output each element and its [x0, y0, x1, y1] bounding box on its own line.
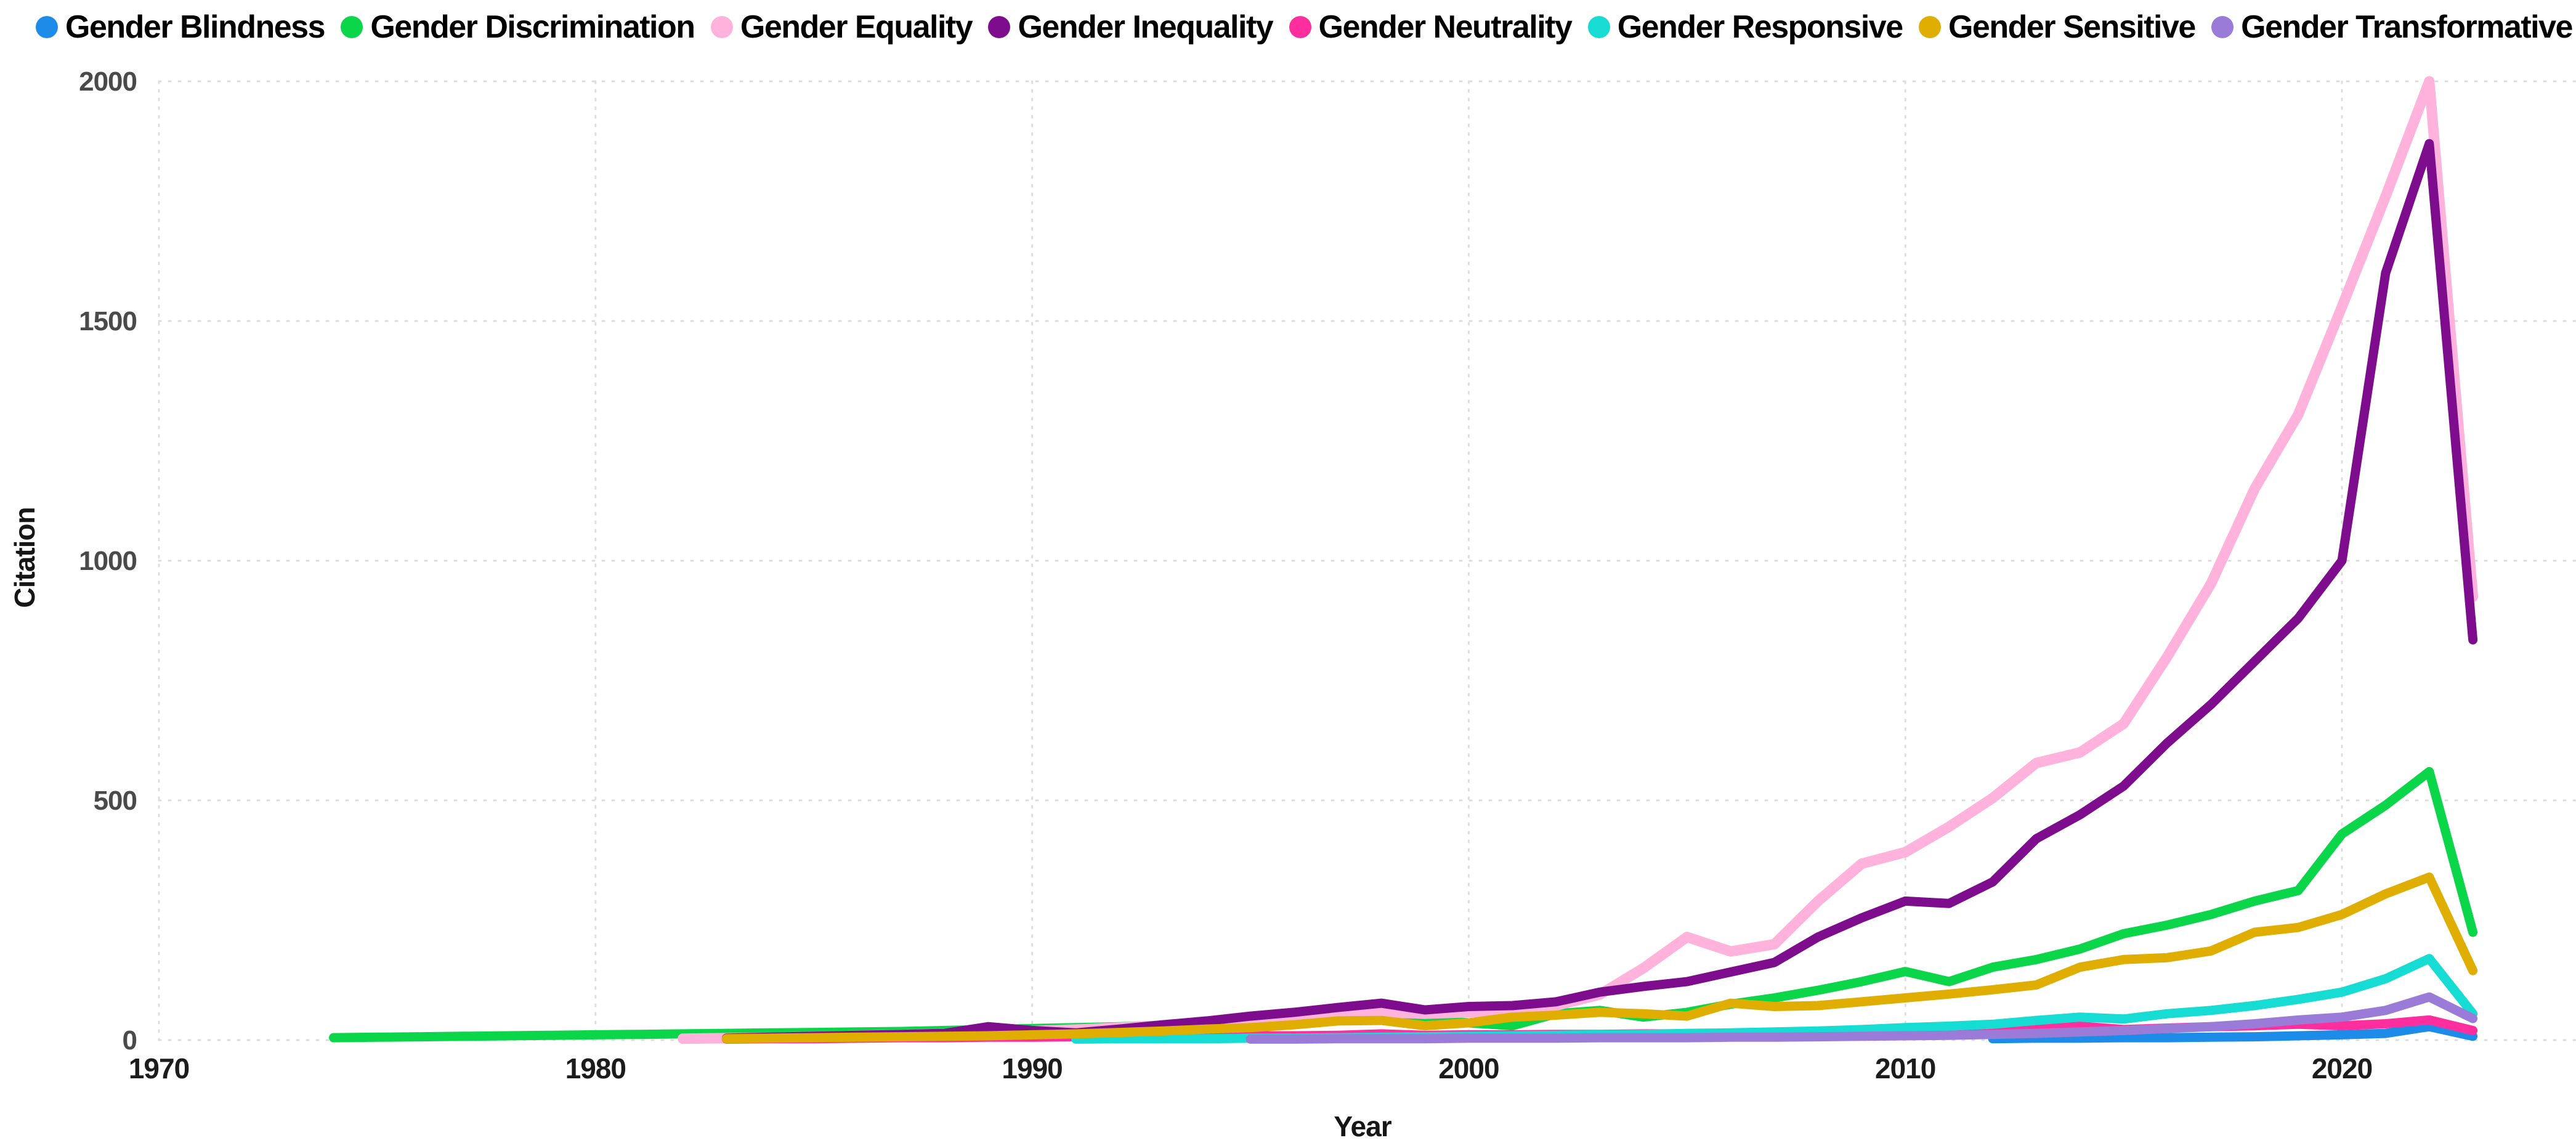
series-line-gender-discrimination — [329, 767, 2478, 1043]
legend-item-gender-equality: Gender Equality — [710, 9, 973, 45]
legend-label: Gender Responsive — [1617, 9, 1903, 45]
legend-dot-icon — [2211, 16, 2234, 38]
tick-labels: 0 500 1000 1500 2000 1970 1980 1990 2000 2010 2020 — [79, 67, 2373, 1084]
legend-item-gender-discrimination: Gender Discrimination — [341, 9, 695, 45]
legend-label: Gender Neutrality — [1318, 9, 1573, 45]
legend-label: Gender Sensitive — [1948, 9, 2196, 45]
legend-item-gender-inequality: Gender Inequality — [988, 9, 1274, 45]
series-line-gender-inequality — [721, 139, 2478, 1043]
y-tick-1500: 1500 — [79, 306, 137, 336]
legend-item-gender-blindness: Gender Blindness — [36, 9, 326, 45]
y-tick-1000: 1000 — [79, 546, 137, 576]
legend-label: Gender Discrimination — [370, 9, 695, 45]
legend-dot-icon — [1289, 16, 1311, 38]
x-tick-1970: 1970 — [129, 1052, 189, 1084]
legend-item-gender-sensitive: Gender Sensitive — [1918, 9, 2196, 45]
legend-dot-icon — [988, 16, 1011, 38]
x-axis-title: Year — [1334, 1110, 1391, 1142]
series-line-gender-sensitive — [721, 873, 2478, 1044]
legend-dot-icon — [1587, 16, 1610, 38]
x-tick-2000: 2000 — [1438, 1052, 1499, 1084]
x-tick-2020: 2020 — [2312, 1052, 2372, 1084]
legend-dot-icon — [341, 16, 363, 38]
legend-label: Gender Transformative — [2241, 9, 2573, 45]
legend-label: Gender Inequality — [1018, 9, 1273, 45]
x-tick-1980: 1980 — [565, 1052, 626, 1084]
legend-label: Gender Equality — [740, 9, 973, 45]
series-line-gender-blindness — [1988, 1022, 2478, 1044]
gridlines — [158, 80, 2576, 1041]
series-lines — [329, 76, 2479, 1044]
legend-dot-icon — [1918, 16, 1941, 38]
series-line-gender-transformative — [1245, 992, 2478, 1044]
y-tick-2000: 2000 — [79, 67, 137, 97]
legend-dot-icon — [36, 16, 58, 38]
y-axis-title: Citation — [9, 507, 41, 608]
x-tick-1990: 1990 — [1002, 1052, 1062, 1084]
legend-item-gender-transformative: Gender Transformative — [2211, 9, 2573, 45]
legend-item-gender-neutrality: Gender Neutrality — [1289, 9, 1573, 45]
legend-dot-icon — [710, 16, 733, 38]
y-tick-500: 500 — [94, 786, 137, 816]
y-tick-0: 0 — [123, 1025, 137, 1056]
legend-item-gender-responsive: Gender Responsive — [1587, 9, 1903, 45]
chart-legend: Gender Blindness Gender Discrimination Gen… — [36, 9, 2573, 46]
legend-label: Gender Blindness — [65, 9, 326, 45]
x-tick-2010: 2010 — [1875, 1052, 1935, 1084]
